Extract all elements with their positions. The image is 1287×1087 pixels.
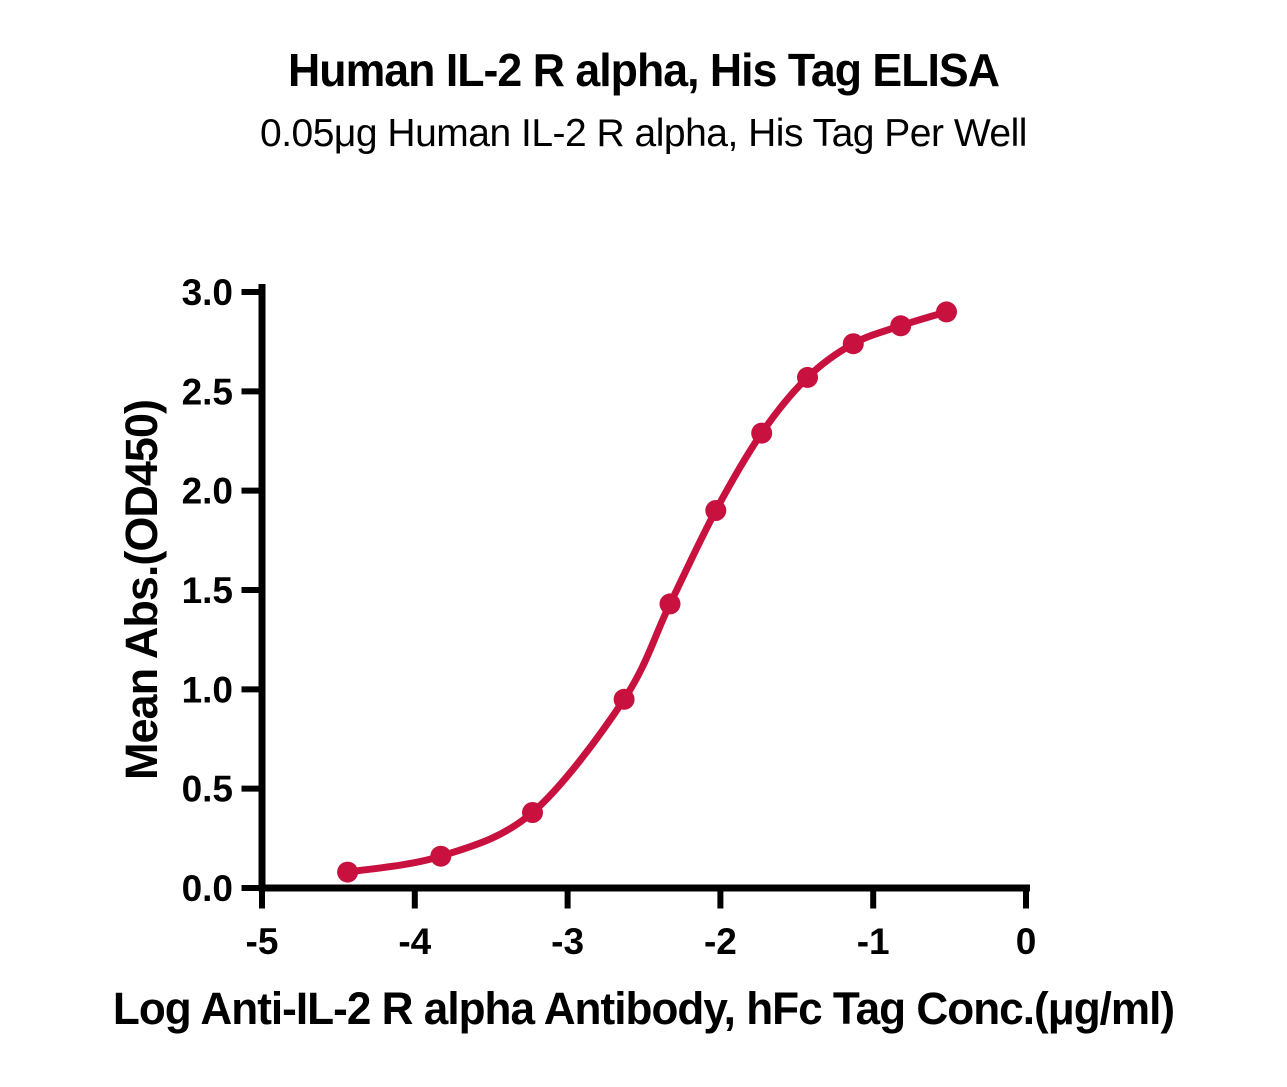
chart-subtitle: 0.05μg Human IL-2 R alpha, His Tag Per W… [260,112,1027,155]
x-tick-label: -2 [704,921,737,962]
data-points [337,301,957,883]
data-point [751,422,773,444]
tick-labels: -5 -4 -3 -2 -1 0 0.0 0.5 1.0 1.5 2.0 2.5 3.0 [182,272,1037,962]
fit-curve [344,308,950,876]
chart-title: Human IL-2 R alpha, His Tag ELISA [288,44,1000,96]
x-axis-label: Log Anti-IL-2 R alpha Antibody, hFc Tag … [112,983,1175,1034]
y-tick-label: 2.0 [182,471,233,512]
data-point [659,593,681,615]
x-tick-label: -1 [857,921,890,962]
y-tick-label: 1.5 [182,570,233,611]
data-point [842,333,864,355]
data-point [890,315,912,337]
data-point [522,802,543,823]
data-point [936,301,957,323]
y-tick-label: 2.5 [182,371,233,412]
data-point [613,688,635,710]
data-point [337,861,359,883]
dose-response-curve [344,308,950,876]
y-tick-label: 0.0 [182,868,233,909]
y-tick-label: 3.0 [182,272,233,313]
x-tick-label: -3 [551,921,584,962]
data-point [797,366,818,388]
x-tick-label: -4 [398,921,431,962]
x-tick-label: -5 [246,921,279,962]
x-tick-label: 0 [1016,921,1037,962]
data-point [705,500,727,521]
data-point [430,845,452,867]
axes [241,284,1030,909]
y-tick-label: 1.0 [182,669,233,710]
y-tick-label: 0.5 [182,769,233,810]
